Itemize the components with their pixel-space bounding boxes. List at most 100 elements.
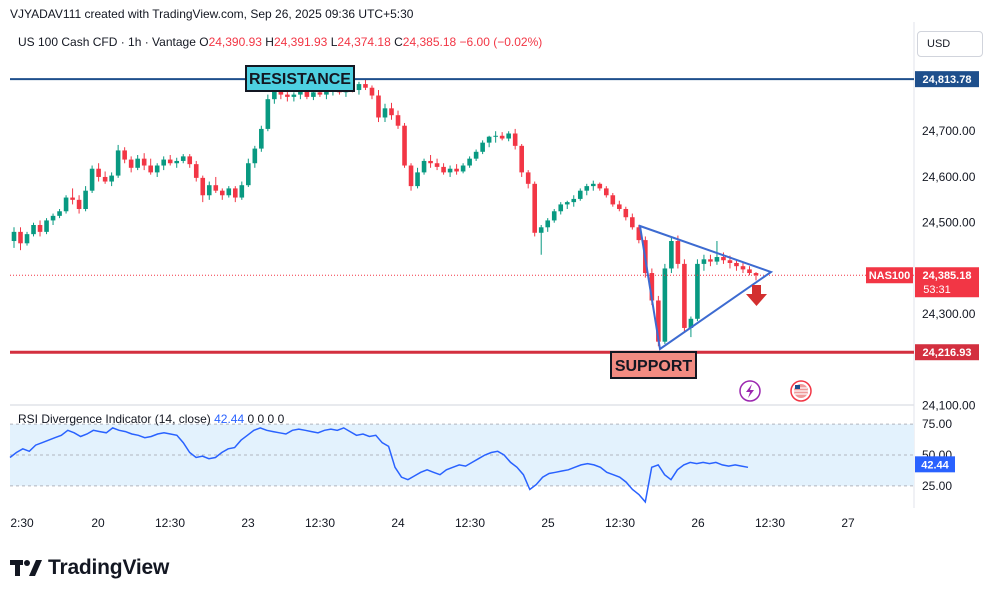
candle-body: [298, 90, 303, 95]
candle-body: [649, 273, 655, 301]
candle-body: [577, 190, 583, 199]
candle-body: [551, 211, 557, 221]
candle-body: [376, 95, 381, 118]
candle-body: [636, 227, 642, 241]
candle-body: [18, 231, 23, 244]
candle-body: [161, 159, 167, 166]
rsi-tick-label: 25.00: [922, 479, 952, 493]
candle-body: [656, 300, 661, 342]
rsi-extra-3: 0: [277, 412, 285, 426]
candle-body: [421, 160, 427, 173]
resistance-label-box[interactable]: [245, 65, 355, 92]
rsi-value-text: 42.44: [921, 459, 949, 471]
time-tick-label: 24: [391, 516, 405, 530]
symbol-tag-text: NAS100: [869, 270, 911, 282]
candle-body: [682, 263, 687, 328]
change-value: −6.00 (−0.02%): [459, 35, 543, 49]
candle-body: [545, 220, 551, 228]
price-tick-label: 24,700.00: [922, 124, 976, 138]
candle-body: [141, 158, 147, 166]
price-tick-label: 24,100.00: [922, 399, 976, 413]
candle-body: [454, 168, 459, 172]
resistance-price-text: 24,813.78: [923, 74, 972, 86]
candle-body: [467, 158, 472, 166]
candle-body: [721, 257, 726, 261]
support-price-text: 24,216.93: [923, 347, 972, 359]
candle-body: [519, 145, 524, 173]
candle-body: [408, 165, 414, 187]
candle-body: [499, 135, 505, 139]
candle-body: [239, 185, 245, 198]
candle-body: [447, 168, 453, 173]
candle-body: [675, 241, 681, 264]
candle-body: [76, 199, 82, 209]
candle-body: [630, 217, 635, 228]
candle-body: [623, 208, 629, 218]
candle-body: [708, 259, 713, 262]
candle-body: [617, 204, 622, 209]
price-axis[interactable]: 24,700.00 24,600.00 24,500.00 24,300.00 24,1…: [922, 124, 976, 413]
candle-body: [128, 159, 134, 168]
down-arrow-icon: [746, 285, 767, 306]
rsi-value-tag: [915, 456, 955, 473]
rsi-name: RSI Divergence Indicator (14, close): [18, 412, 211, 426]
time-tick-label: 20: [91, 516, 105, 530]
tradingview-logo[interactable]: TradingView: [10, 556, 169, 580]
candle-body: [24, 234, 30, 244]
candle-body: [441, 166, 446, 173]
rsi-line: [9, 427, 749, 504]
candle-body: [122, 150, 127, 160]
candle-body: [571, 198, 577, 203]
candle-body: [669, 241, 674, 269]
us-flag-event-icon[interactable]: [790, 380, 812, 402]
candle-body: [219, 190, 225, 196]
candle-body: [415, 172, 420, 187]
candle-body: [232, 188, 238, 198]
candle-body: [57, 211, 62, 216]
candle-body: [538, 227, 544, 233]
resistance-label: RESISTANCE: [249, 71, 351, 88]
candle-body: [363, 84, 368, 88]
candle-body: [688, 318, 694, 328]
rsi-tick-label: 75.00: [922, 417, 952, 431]
candle-body: [714, 257, 720, 262]
candle-body: [369, 87, 375, 96]
low-value: 24,374.18: [337, 35, 391, 49]
time-tick-label: 12:30: [755, 516, 785, 530]
candle-body: [44, 220, 49, 232]
candle-body: [311, 92, 316, 97]
candle-body: [252, 148, 258, 164]
candle-body: [356, 84, 362, 91]
candle-body: [753, 273, 759, 276]
support-label-box[interactable]: [610, 351, 697, 379]
time-axis[interactable]: 2:30 20 12:30 23 12:30 24 12:30 25 12:30 26 12:30 2…: [10, 516, 855, 530]
price-tick-label: 24,300.00: [922, 307, 976, 321]
close-value: 24,385.18: [402, 35, 457, 49]
candle-body: [493, 135, 498, 137]
candle-body: [480, 142, 485, 152]
candle-body: [83, 190, 88, 209]
candle-body: [506, 133, 511, 139]
candle-body: [50, 215, 56, 221]
candle-body: [473, 151, 479, 159]
currency-button[interactable]: USD: [917, 31, 983, 57]
lightning-event-icon[interactable]: [739, 380, 761, 402]
chart-credit: VJYADAV111 created with TradingView.com,…: [10, 7, 414, 21]
high-label: H: [265, 35, 274, 49]
close-label: C: [394, 35, 403, 49]
candle-body: [148, 165, 153, 173]
candle-body: [610, 195, 616, 205]
candle-body: [11, 231, 17, 242]
candle-body: [590, 183, 596, 187]
candle-body: [31, 225, 36, 235]
rsi-extra-0: 0: [247, 412, 255, 426]
candle-body: [324, 90, 329, 95]
candle-body: [226, 188, 232, 196]
candle-body: [187, 156, 193, 165]
time-tick-label: 25: [541, 516, 555, 530]
candle-body: [428, 160, 433, 164]
triangle-pattern[interactable]: [638, 224, 774, 351]
tradingview-logo-icon: [10, 560, 42, 576]
